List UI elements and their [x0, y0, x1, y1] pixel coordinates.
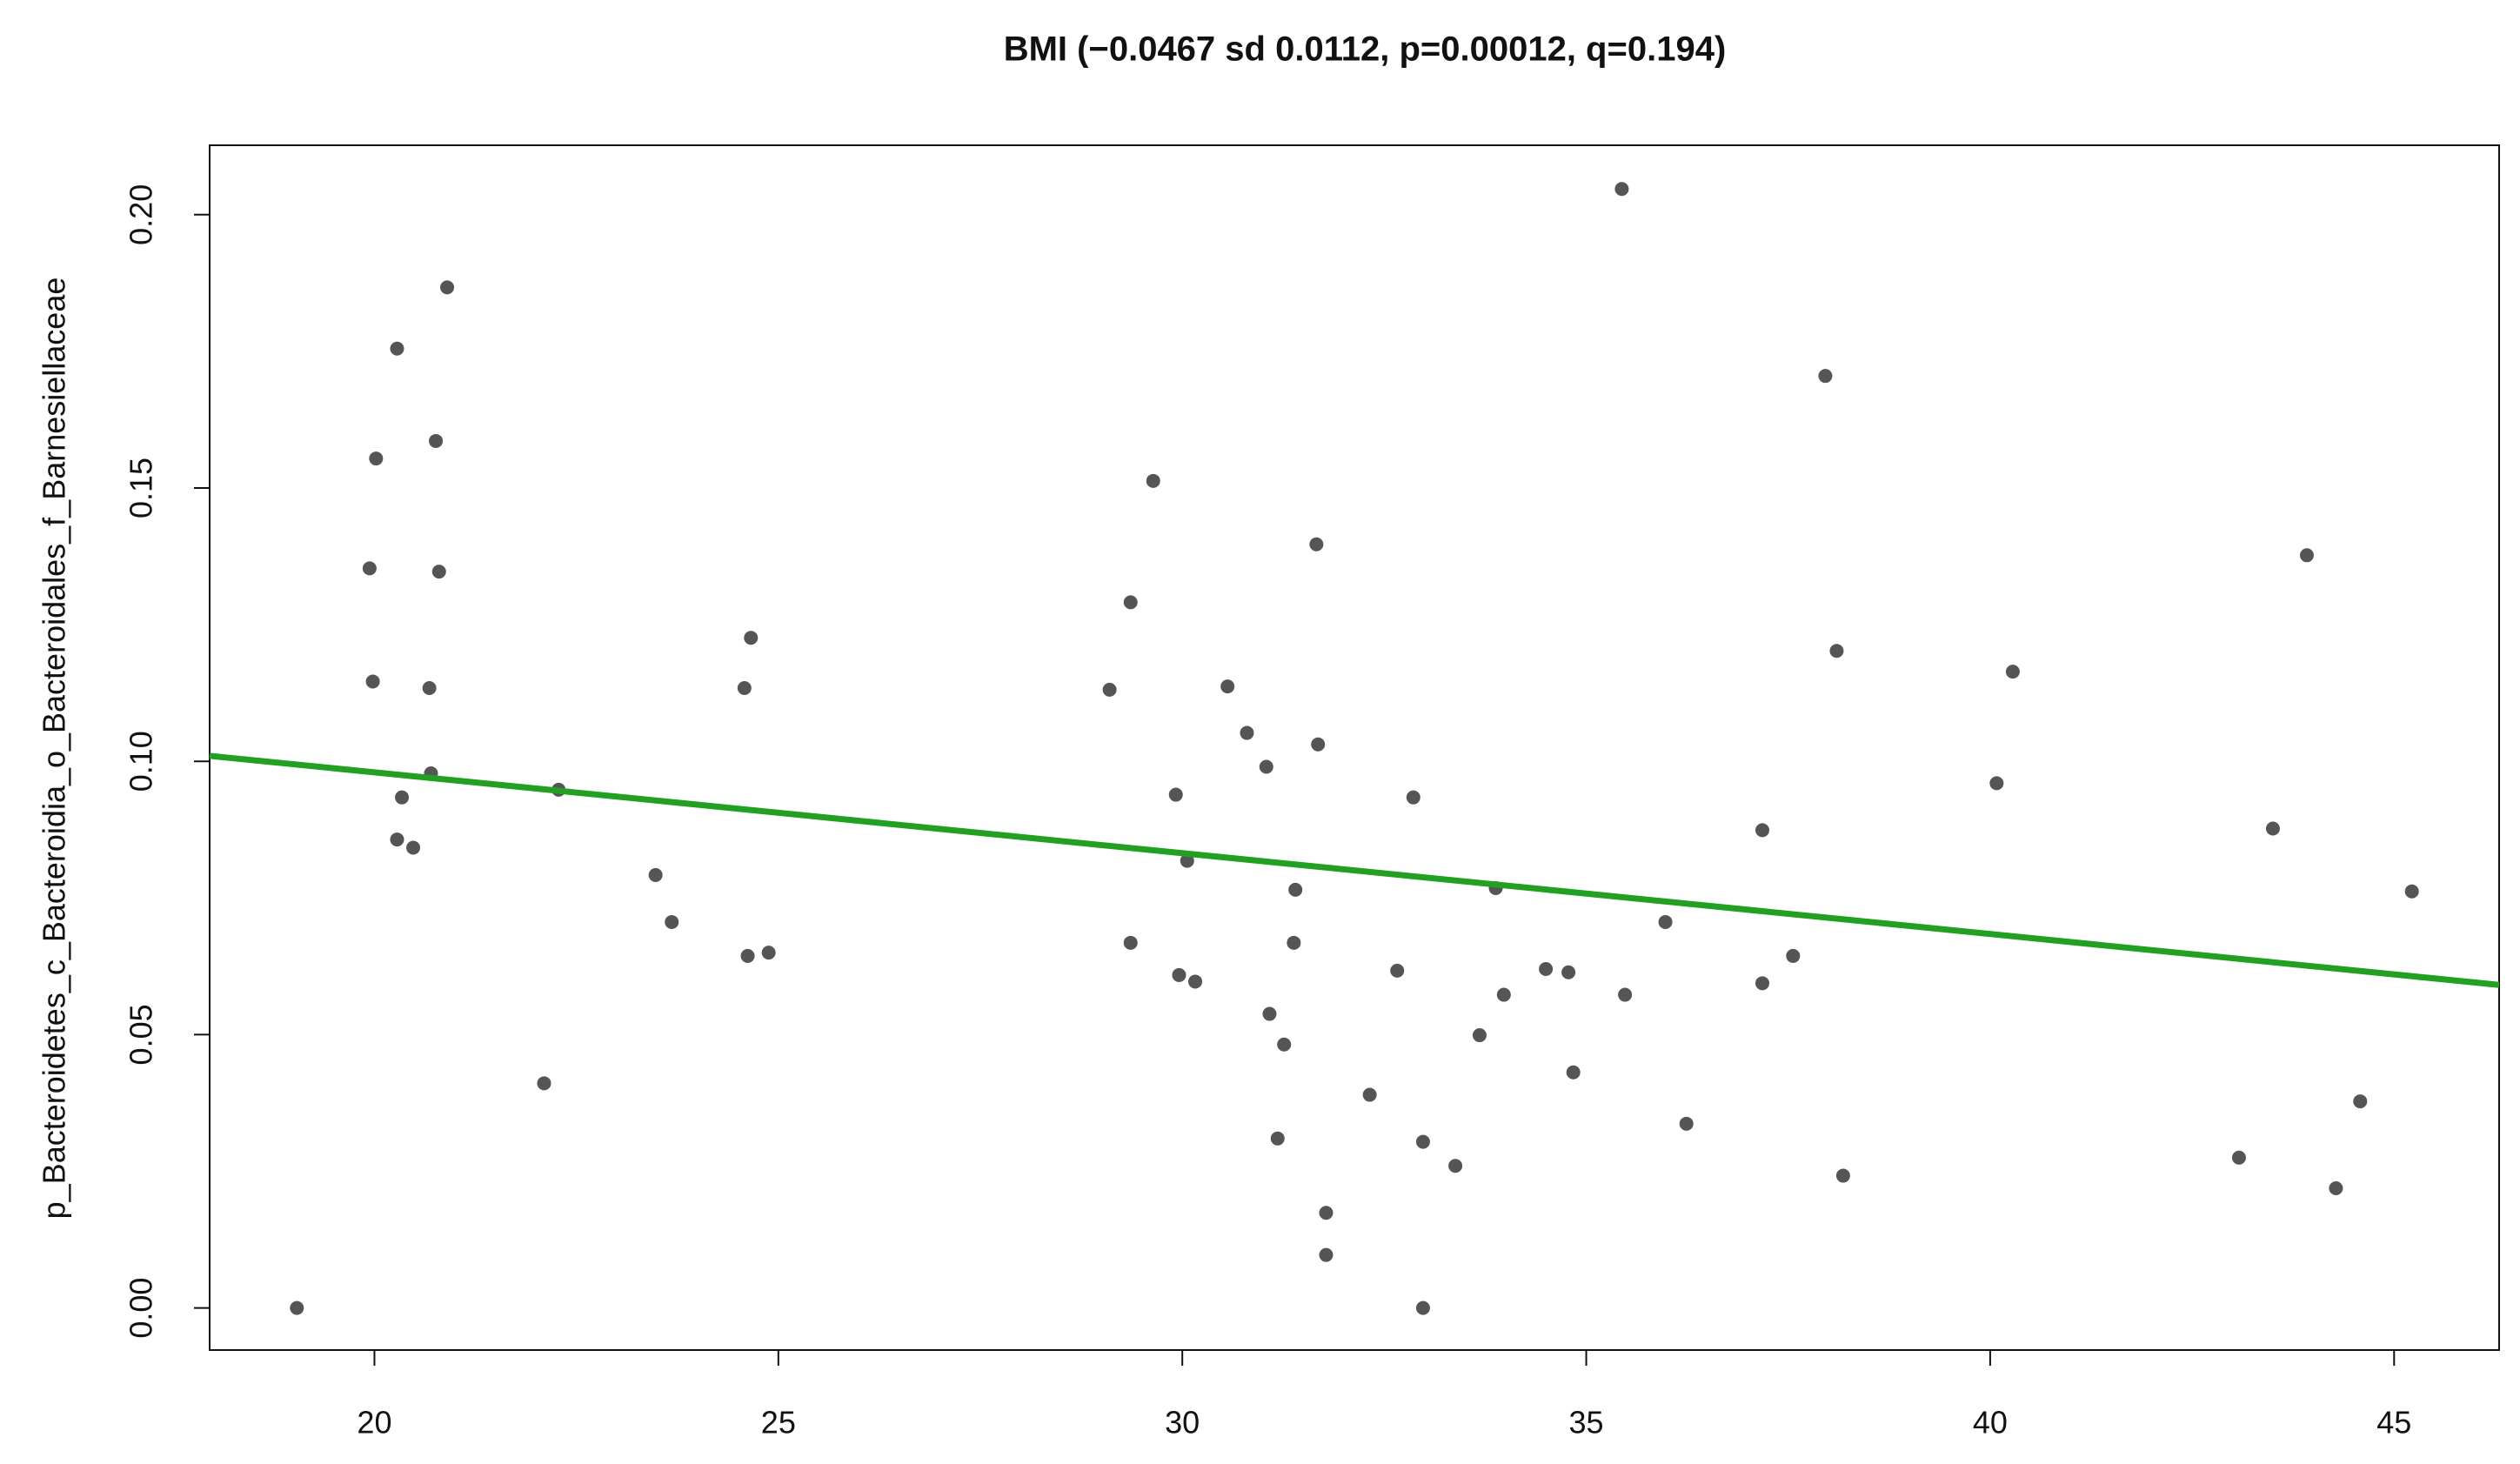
point [1614, 182, 1629, 197]
point [390, 341, 404, 356]
y-axis-label: p_Bacteroidetes_c_Bacteroidia_o_Bacteroi… [37, 277, 72, 1220]
point [1390, 963, 1405, 978]
point [1406, 790, 1420, 805]
point [1220, 679, 1235, 694]
point [1786, 948, 1801, 963]
point [362, 561, 377, 576]
point [2231, 1150, 2246, 1165]
point [744, 631, 759, 645]
point [1123, 935, 1138, 950]
point [1755, 976, 1770, 991]
point [431, 565, 446, 579]
point [1277, 1037, 1292, 1052]
point [1496, 987, 1511, 1002]
point [1287, 935, 1301, 950]
point [1415, 1134, 1430, 1149]
point [1180, 853, 1194, 868]
x-tick-label: 25 [761, 1405, 796, 1441]
point [429, 433, 444, 448]
point [1102, 682, 1117, 697]
point [2404, 884, 2419, 899]
point [290, 1300, 304, 1315]
point [1262, 1006, 1277, 1021]
point [537, 1076, 551, 1091]
fit-line [209, 752, 2500, 988]
point [1566, 1065, 1581, 1080]
point [1561, 965, 1576, 979]
point [1539, 962, 1554, 977]
point [406, 840, 421, 855]
x-tick-label: 35 [1569, 1405, 1604, 1441]
point [2005, 665, 2020, 679]
point [1168, 787, 1183, 802]
chart-title: BMI (−0.0467 sd 0.0112, p=0.00012, q=0.1… [1004, 30, 1727, 69]
y-tick-label: 0.15 [124, 458, 159, 518]
point [1658, 914, 1673, 929]
x-tick-label: 40 [1973, 1405, 2008, 1441]
point [1679, 1116, 1694, 1131]
y-tick-label: 0.20 [124, 184, 159, 245]
plot-frame [209, 144, 2500, 1351]
point [1240, 725, 1254, 740]
point [1288, 882, 1303, 897]
point [2299, 548, 2314, 563]
point [2265, 821, 2280, 836]
y-tick-label: 0.10 [124, 731, 159, 792]
y-tick-label: 0.05 [124, 1004, 159, 1065]
point [1415, 1300, 1430, 1315]
point [390, 832, 404, 847]
point [1146, 473, 1160, 488]
point [369, 451, 384, 466]
point [1835, 1168, 1850, 1183]
point [665, 914, 679, 929]
point [1755, 823, 1770, 838]
point [1472, 1028, 1487, 1043]
x-tick-label: 45 [2376, 1405, 2411, 1441]
point [365, 674, 380, 689]
point [1259, 759, 1273, 774]
point [1172, 967, 1186, 982]
point [1448, 1159, 1463, 1173]
point [1362, 1087, 1377, 1102]
point [761, 946, 776, 960]
point [1311, 737, 1326, 752]
y-tick-label: 0.00 [124, 1278, 159, 1339]
point [422, 681, 437, 696]
point [2353, 1094, 2368, 1109]
point [648, 867, 663, 882]
point [740, 948, 755, 963]
point [1270, 1131, 1285, 1146]
point [1818, 369, 1833, 384]
point [1829, 644, 1844, 658]
point [1319, 1206, 1334, 1220]
point [1618, 987, 1633, 1002]
point [440, 280, 455, 295]
point [1319, 1247, 1334, 1262]
point [737, 681, 752, 696]
point [1188, 974, 1203, 989]
point [1123, 595, 1138, 610]
point [1309, 537, 1324, 552]
point [1989, 776, 2004, 791]
x-tick-label: 30 [1165, 1405, 1200, 1441]
point [395, 790, 410, 805]
x-tick-label: 20 [357, 1405, 391, 1441]
point [2329, 1180, 2343, 1195]
